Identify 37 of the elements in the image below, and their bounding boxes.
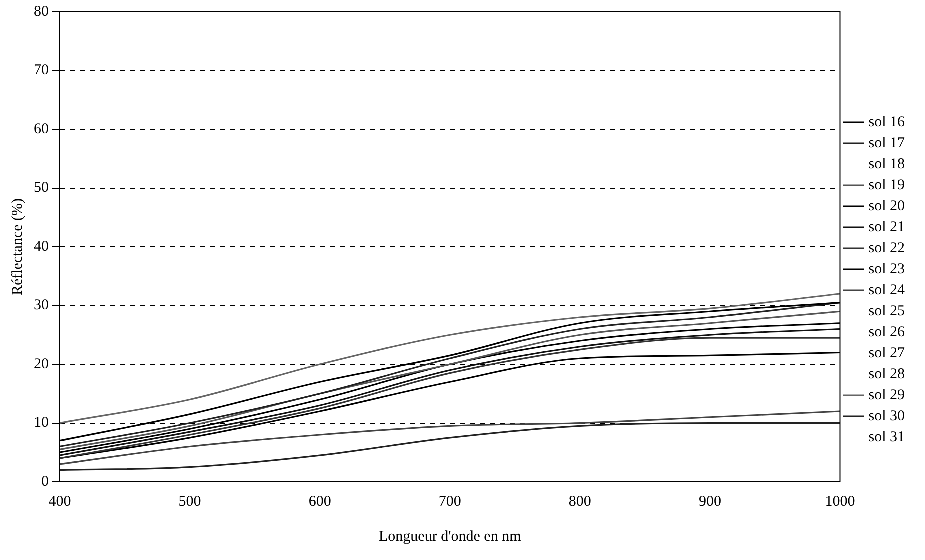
legend-label: sol 20	[868, 198, 906, 214]
x-tick-label: 600	[308, 494, 332, 510]
y-tick-label: 30	[34, 298, 49, 314]
y-tick-label: 0	[42, 474, 49, 490]
legend-label: sol 24	[868, 282, 906, 298]
legend-label: sol 22	[868, 240, 906, 256]
y-tick-label: 80	[34, 4, 49, 20]
x-tick-label: 400	[48, 494, 72, 510]
legend-label: sol 16	[868, 114, 906, 130]
legend-label: sol 19	[868, 177, 906, 194]
y-tick-label: 60	[34, 121, 49, 138]
y-tick-label: 10	[34, 415, 49, 432]
y-tick-label: 20	[34, 356, 49, 372]
y-tick-label: 50	[34, 180, 49, 196]
x-tick-label: 900	[698, 494, 722, 510]
legend-label: sol 17	[868, 135, 906, 152]
legend-label: sol 29	[868, 387, 906, 404]
legend-label: sol 21	[868, 219, 906, 236]
y-tick-label: 70	[34, 62, 49, 79]
line-series	[60, 293, 840, 424]
x-tick-label: 700	[438, 494, 462, 510]
x-axis-title: Longueur d'onde en nm	[378, 528, 522, 545]
x-tick-label: 500	[178, 494, 202, 510]
line-series	[60, 422, 840, 472]
text: sol 25	[868, 303, 906, 320]
text: sol 31	[868, 429, 906, 446]
legend-label: sol 30	[868, 408, 906, 424]
x-tick-label: 1000	[825, 494, 856, 510]
y-tick-label: 40	[34, 238, 49, 255]
x-tick-label: 800	[568, 494, 592, 510]
text: sol 27	[868, 345, 906, 362]
y-axis-title: Réflectance (%)	[10, 198, 26, 296]
text: sol 28	[868, 366, 906, 382]
line-series	[60, 410, 840, 466]
text: sol 26	[868, 324, 906, 340]
legend-label: sol 23	[868, 261, 906, 278]
text: sol 18	[868, 156, 906, 172]
